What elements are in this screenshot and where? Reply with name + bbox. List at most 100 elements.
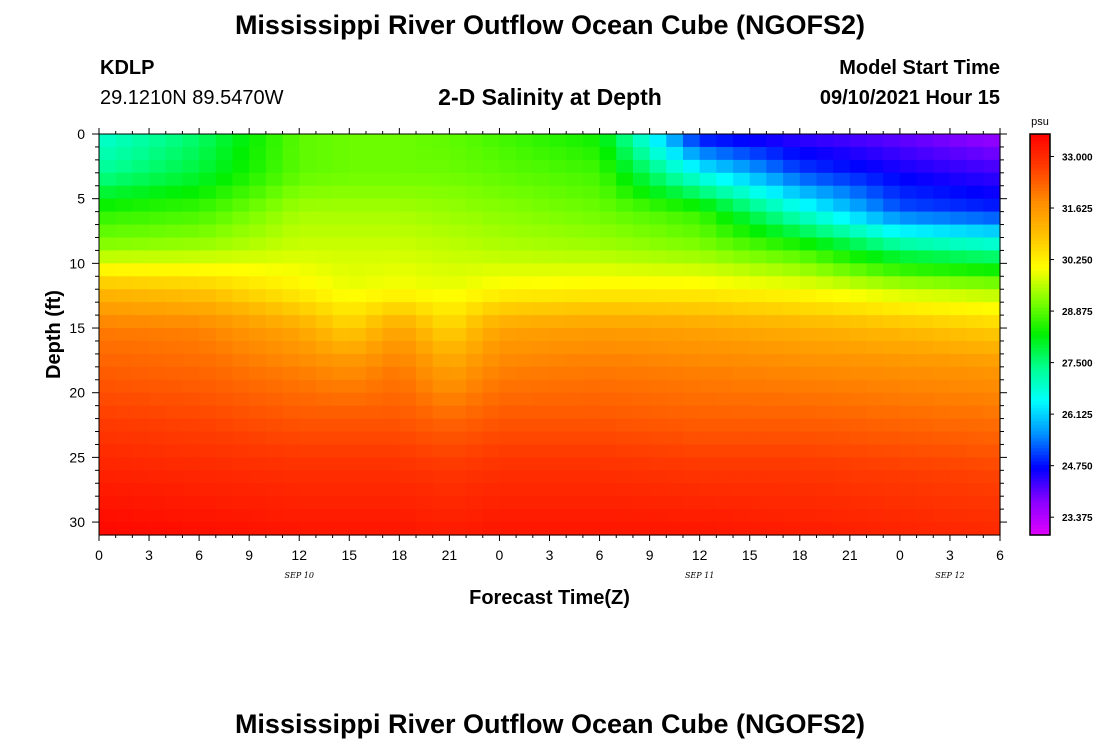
heatmap-cell [282,134,300,148]
heatmap-cell [382,353,400,368]
heatmap-cell [632,302,651,316]
heatmap-cell [566,185,584,200]
heatmap-cell [332,315,350,329]
heatmap-cell [482,224,501,239]
heatmap-cell [532,457,551,471]
heatmap-cell [699,509,717,523]
heatmap-cell [916,405,934,420]
heatmap-cell [365,457,384,471]
heatmap-cell [416,522,434,536]
colorbar-swatch [1030,504,1050,509]
heatmap-cell [599,522,617,536]
heatmap-cell [332,289,350,303]
heatmap-cell [399,185,417,200]
heatmap-cell [849,496,868,510]
heatmap-cell [215,250,234,264]
heatmap-cell [733,302,751,316]
heatmap-cell [499,198,517,213]
heatmap-cell [949,366,968,381]
heatmap-cell [566,250,584,264]
heatmap-cell [499,457,517,471]
heatmap-cell [132,185,150,200]
heatmap-cell [599,315,617,329]
station-coordinates: 29.1210N 89.5470W [100,87,284,109]
heatmap-cell [716,172,734,187]
heatmap-cell [949,224,968,239]
heatmap-cell [549,159,567,174]
heatmap-cell [716,302,734,316]
heatmap-cell [315,483,334,497]
heatmap-cell [399,224,417,239]
heatmap-cell [499,146,517,161]
heatmap-cell [666,340,684,355]
heatmap-cell [315,392,334,407]
heatmap-cell [566,522,584,536]
heatmap-cell [215,315,234,329]
heatmap-cell [432,302,450,316]
heatmap-cell [416,237,434,252]
heatmap-cell [549,302,567,316]
heatmap-cell [632,366,651,381]
heatmap-cell [682,366,701,381]
heatmap-cell [566,224,584,239]
heatmap-cell [966,250,984,264]
heatmap-cell [549,224,567,239]
heatmap-cell [816,328,834,342]
heatmap-cell [449,457,467,471]
heatmap-cell [632,509,651,523]
heatmap-cell [916,146,934,161]
heatmap-cell [899,172,918,187]
heatmap-cell [933,392,951,407]
heatmap-cell [949,418,968,433]
colorbar-swatch [1030,461,1050,466]
heatmap-cell [749,263,768,277]
heatmap-cell [799,134,818,148]
colorbar-swatch [1030,220,1050,225]
heatmap-cell [616,392,634,407]
heatmap-cell [416,276,434,290]
heatmap-cell [149,146,167,161]
heatmap-cell [215,353,234,368]
heatmap-cell [733,315,751,329]
heatmap-cell [599,159,617,174]
heatmap-cell [716,211,734,226]
heatmap-cell [532,134,551,148]
heatmap-cell [499,328,517,342]
heatmap-cell [232,353,250,368]
heatmap-cell [282,392,300,407]
heatmap-cell [783,496,801,510]
heatmap-cell [115,198,133,213]
heatmap-cell [199,159,217,174]
heatmap-cell [399,431,417,446]
colorbar-swatch [1030,357,1050,362]
heatmap-cell [282,522,300,536]
heatmap-cell [849,470,868,484]
heatmap-cell [466,379,484,394]
heatmap-cell [599,146,617,161]
heatmap-cell [315,431,334,446]
heatmap-cell [632,250,651,264]
heatmap-cell [365,522,384,536]
heatmap-cell [949,496,968,510]
x-tick-label: 0 [496,547,504,563]
heatmap-cell [199,353,217,368]
heatmap-cell [966,353,984,368]
y-tick-label: 10 [69,255,85,271]
heatmap-cell [349,289,367,303]
heatmap-cell [799,483,818,497]
heatmap-cell [833,328,851,342]
heatmap-cell [332,250,350,264]
heatmap-cell [165,146,184,161]
colorbar-swatch [1030,140,1050,145]
heatmap-cell [332,340,350,355]
heatmap-cell [749,185,768,200]
heatmap-cell [733,366,751,381]
heatmap-cell [99,353,117,368]
heatmap-cell [182,340,200,355]
heatmap-cell [833,276,851,290]
heatmap-cell [466,172,484,187]
heatmap-cell [315,146,334,161]
heatmap-cell [182,457,200,471]
heatmap-cell [599,379,617,394]
heatmap-cell [265,405,284,420]
